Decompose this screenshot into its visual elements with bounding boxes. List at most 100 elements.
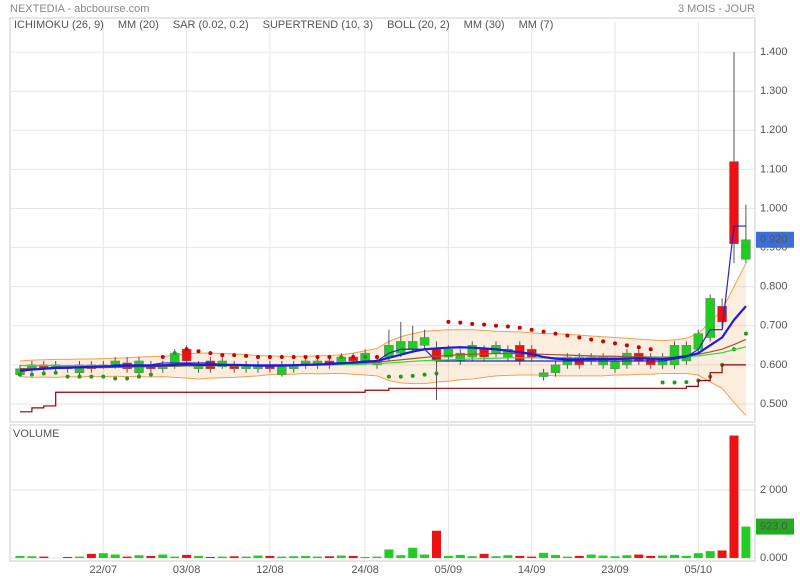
sar-dot <box>291 355 296 360</box>
volume-bar <box>110 554 120 558</box>
volume-bar <box>63 556 73 558</box>
x-tick-label: 14/09 <box>518 564 546 576</box>
sar-dot <box>624 343 629 348</box>
candle-body <box>693 333 704 350</box>
y-tick-label: 2 000 <box>760 484 788 496</box>
volume-bar <box>265 555 275 558</box>
sar-dot <box>672 380 677 385</box>
candle-body <box>610 360 620 370</box>
volume-bar <box>146 555 156 558</box>
volume-bar <box>241 556 251 558</box>
sar-dot <box>613 341 617 346</box>
volume-title: VOLUME <box>13 428 59 440</box>
volume-bar <box>586 554 596 558</box>
sar-dot <box>553 331 558 336</box>
last-price-badge <box>756 231 794 248</box>
candle-body <box>681 345 692 362</box>
sar-dot <box>470 321 475 326</box>
candle-body <box>467 345 477 358</box>
volume-bar <box>360 556 370 558</box>
volume-bar <box>610 556 620 558</box>
sar-dot <box>589 337 594 342</box>
candle-body <box>407 341 418 350</box>
x-tick-label: 05/10 <box>685 564 713 576</box>
y-tick-label: 1.100 <box>760 163 788 175</box>
volume-bar <box>408 547 418 558</box>
sar-dot <box>446 319 451 324</box>
volume-bar <box>75 556 84 558</box>
candle-body <box>717 305 727 323</box>
legend-entry: SAR (0.02, 0.2) <box>173 19 249 31</box>
sar-dot <box>196 349 201 354</box>
y-tick-label: 1.300 <box>760 85 788 97</box>
candle-body <box>431 348 442 362</box>
sar-dot <box>148 372 153 377</box>
sar-dot <box>220 353 225 358</box>
sar-dot <box>565 333 570 338</box>
sar-dot <box>172 351 177 356</box>
volume-bar <box>194 555 203 558</box>
volume-bar <box>39 556 49 558</box>
candle-body <box>705 298 715 338</box>
sar-dot <box>398 374 403 379</box>
sar-dot <box>113 376 118 381</box>
volume-bar <box>705 551 715 558</box>
candle-body <box>396 341 406 354</box>
volume-bar <box>515 555 525 558</box>
last-volume-badge <box>756 518 794 535</box>
volume-bar <box>634 554 644 558</box>
candle-body <box>419 337 430 346</box>
volume-bar <box>646 555 656 558</box>
volume-bar <box>622 555 632 558</box>
sar-dot <box>529 327 534 332</box>
volume-bar <box>741 526 751 558</box>
period: 3 MOIS - JOUR <box>678 3 755 15</box>
sar-dot <box>375 355 379 360</box>
sar-dot <box>125 376 130 381</box>
volume-bar <box>301 555 311 558</box>
volume-bar <box>455 554 465 558</box>
volume-bar <box>158 554 168 558</box>
sar-dot <box>577 335 582 340</box>
volume-bar <box>670 554 679 558</box>
volume-bar <box>717 550 727 558</box>
x-tick-label: 22/07 <box>90 564 118 576</box>
sar-dot <box>636 345 641 350</box>
boll-band <box>20 263 746 416</box>
y-tick-label: 1.400 <box>760 46 788 58</box>
candle-body <box>741 239 751 260</box>
candle-body <box>729 161 739 244</box>
boll-upper <box>19 262 747 362</box>
volume-bar <box>396 555 406 558</box>
sar-dot <box>482 322 487 327</box>
sar-dot <box>65 374 70 379</box>
sar-dot <box>53 370 58 375</box>
volume-bar <box>15 555 25 558</box>
last-price-label: 0.920 <box>760 234 788 246</box>
legend-entry: ICHIMOKU (26, 9) <box>14 19 104 31</box>
sar-dot <box>244 353 249 358</box>
x-tick-label: 23/09 <box>601 564 629 576</box>
volume-bar <box>122 556 132 558</box>
volume-bar <box>170 556 180 558</box>
sar-dot <box>422 372 427 377</box>
volume-bar <box>574 555 584 558</box>
sar-dot <box>410 373 415 378</box>
volume-bar <box>539 552 549 558</box>
x-tick-label: 03/08 <box>173 564 201 576</box>
sar-dot <box>601 339 606 344</box>
sar-dot <box>743 331 748 336</box>
sar-dot <box>137 374 141 379</box>
sar-dot <box>77 374 82 379</box>
volume-frame <box>9 424 756 562</box>
volume-bar <box>658 555 668 558</box>
y-tick-label: 0.600 <box>760 359 788 371</box>
candle-body <box>550 364 561 373</box>
indicator-line <box>19 305 747 372</box>
sar-dot <box>434 371 439 376</box>
y-tick-label: 0.000 <box>760 552 788 564</box>
sar-dot <box>267 355 272 360</box>
volume-bar <box>681 555 691 558</box>
sar-dot <box>101 374 106 379</box>
